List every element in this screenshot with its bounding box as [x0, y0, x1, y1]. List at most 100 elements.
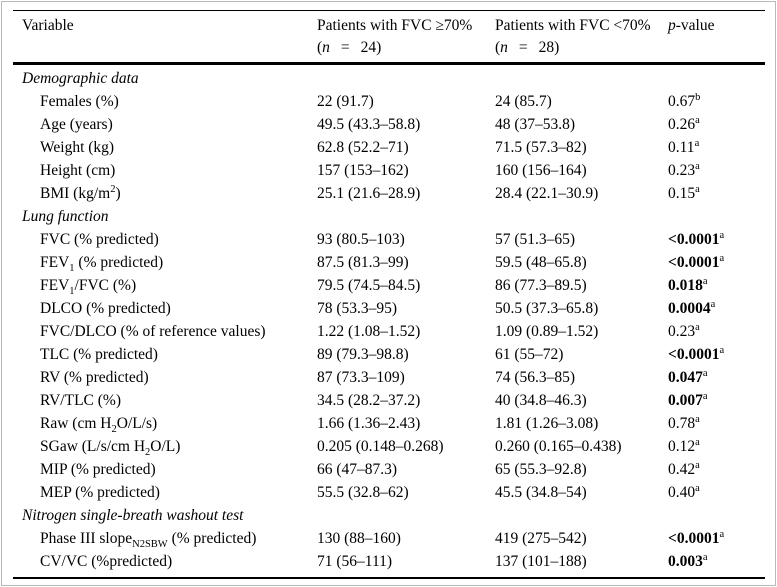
- group2-value: 1.81 (1.26–3.08): [495, 415, 599, 432]
- header-group1-n: (n = 24): [317, 39, 382, 56]
- p-value-cell: 0.11a: [668, 138, 700, 156]
- group1-value: 87 (73.3–109): [317, 369, 405, 386]
- group1-value: 93 (80.5–103): [317, 231, 405, 248]
- group2-value: 40 (34.8–46.3): [495, 392, 587, 409]
- header-group1-title: Patients with FVC ≥70%: [317, 17, 473, 34]
- footnote-marker: a: [695, 437, 700, 448]
- table-row: FEV1/FVC (%) 79.5 (74.5–84.5) 86 (77.3–89.…: [13, 274, 765, 297]
- section-header-row: Nitrogen single-breath washout test: [13, 504, 765, 527]
- row-label: MEP (% predicted): [40, 484, 160, 501]
- group1-value: 157 (153–162): [317, 162, 409, 179]
- p-value-cell: 0.67b: [668, 92, 701, 110]
- footnote-marker: a: [719, 345, 725, 356]
- group1-value: 62.8 (52.2–71): [317, 139, 409, 156]
- group2-value: 86 (77.3–89.5): [495, 277, 587, 294]
- section-label: Lung function: [22, 208, 109, 225]
- footnote-marker: a: [702, 552, 708, 563]
- table-row: RV/TLC (%) 34.5 (28.2–37.2) 40 (34.8–46.3)…: [13, 389, 765, 412]
- group2-value: 65 (55.3–92.8): [495, 461, 587, 478]
- table-row: MEP (% predicted) 55.5 (32.8–62) 45.5 (34.…: [13, 481, 765, 504]
- group1-value: 1.66 (1.36–2.43): [317, 415, 421, 432]
- footnote-marker: a: [710, 299, 716, 310]
- row-label: BMI (kg/m2): [40, 184, 121, 202]
- footnote-marker: a: [694, 138, 700, 149]
- section-label: Nitrogen single-breath washout test: [22, 507, 244, 524]
- group2-value: 419 (275–542): [495, 530, 587, 547]
- row-label: Phase III slopeN2SBW (% predicted): [40, 530, 257, 550]
- row-label: RV (% predicted): [40, 369, 149, 386]
- table-row: RV (% predicted) 87 (73.3–109) 74 (56.3–85…: [13, 366, 765, 389]
- footnote-marker: a: [702, 391, 708, 402]
- table-row: FEV1 (% predicted) 87.5 (81.3–99) 59.5 (48…: [13, 251, 765, 274]
- table-row: FVC (% predicted) 93 (80.5–103) 57 (51.3–6…: [13, 228, 765, 251]
- row-label: SGaw (L/s/cm H2O/L): [40, 438, 181, 458]
- group2-value: 1.09 (0.89–1.52): [495, 323, 599, 340]
- group1-value: 130 (88–160): [317, 530, 401, 547]
- group2-value: 24 (85.7): [495, 93, 552, 110]
- group1-value: 87.5 (81.3–99): [317, 254, 409, 271]
- group2-value: 57 (51.3–65): [495, 231, 576, 248]
- table-row: SGaw (L/s/cm H2O/L) 0.205 (0.148–0.268) 0.…: [13, 435, 765, 458]
- header-p-value: p-value: [668, 17, 715, 34]
- group2-value: 71.5 (57.3–82): [495, 139, 587, 156]
- p-value-cell: 0.047a: [668, 368, 708, 386]
- p-value-cell: 0.26a: [668, 115, 700, 133]
- group1-value: 66 (47–87.3): [317, 461, 398, 478]
- row-label: Weight (kg): [40, 139, 115, 156]
- header-group-fvc-lt70: Patients with FVC <70% (n = 28): [495, 15, 668, 59]
- row-label: CV/VC (%predicted): [40, 553, 173, 570]
- table-row: Weight (kg) 62.8 (52.2–71) 71.5 (57.3–82) 0…: [13, 136, 765, 159]
- group2-value: 50.5 (37.3–65.8): [495, 300, 599, 317]
- footnote-marker: a: [695, 115, 700, 126]
- row-label: TLC (% predicted): [40, 346, 158, 363]
- p-value-cell: 0.42a: [668, 460, 700, 478]
- group2-value: 74 (56.3–85): [495, 369, 576, 386]
- table-row: Height (cm) 157 (153–162) 160 (156–164) 0.2…: [13, 159, 765, 182]
- p-value-cell: <0.0001a: [668, 230, 725, 248]
- table-header-row: Variable Patients with FVC ≥70% (n = 24) P…: [13, 11, 765, 65]
- table-row: Raw (cm H2O/L/s) 1.66 (1.36–2.43) 1.81 (1.…: [13, 412, 765, 435]
- header-group2-n: (n = 28): [495, 39, 560, 56]
- row-label: Height (cm): [40, 162, 116, 179]
- group1-value: 49.5 (43.3–58.8): [317, 116, 421, 133]
- group1-value: 1.22 (1.08–1.52): [317, 323, 421, 340]
- section-label: Demographic data: [22, 70, 139, 87]
- group2-value: 48 (37–53.8): [495, 116, 576, 133]
- group1-value: 34.5 (28.2–37.2): [317, 392, 421, 409]
- footnote-marker: a: [702, 368, 708, 379]
- row-label: MIP (% predicted): [40, 461, 156, 478]
- footnote-marker: a: [719, 253, 725, 264]
- p-value-cell: 0.007a: [668, 391, 708, 409]
- group1-value: 71 (56–111): [317, 553, 393, 570]
- group1-value: 78 (53.3–95): [317, 300, 398, 317]
- header-group2-title: Patients with FVC <70%: [495, 17, 651, 34]
- group2-value: 61 (55–72): [495, 346, 564, 363]
- footnote-marker: a: [695, 483, 700, 494]
- p-value-cell: 0.018a: [668, 276, 708, 294]
- table-row: FVC/DLCO (% of reference values) 1.22 (1.…: [13, 320, 765, 343]
- table-row: Age (years) 49.5 (43.3–58.8) 48 (37–53.8) 0…: [13, 113, 765, 136]
- group1-value: 89 (79.3–98.8): [317, 346, 409, 363]
- table-row: MIP (% predicted) 66 (47–87.3) 65 (55.3–92…: [13, 458, 765, 481]
- group1-value: 25.1 (21.6–28.9): [317, 185, 421, 202]
- footnote-marker: a: [702, 276, 708, 287]
- group2-value: 28.4 (22.1–30.9): [495, 185, 599, 202]
- group2-value: 160 (156–164): [495, 162, 587, 179]
- p-value-cell: 0.23a: [668, 161, 700, 179]
- row-label: FEV1 (% predicted): [40, 254, 164, 274]
- table-body: Demographic data Females (%) 22 (91.7) 24 (…: [13, 65, 765, 577]
- group1-value: 0.205 (0.148–0.268): [317, 438, 444, 455]
- footnote-marker: a: [695, 161, 700, 172]
- footnote-marker: a: [719, 529, 725, 540]
- row-label: FEV1/FVC (%): [40, 277, 137, 297]
- row-label: Females (%): [40, 93, 119, 110]
- table-row: CV/VC (%predicted) 71 (56–111) 137 (101–18…: [13, 550, 765, 573]
- p-value-cell: 0.12a: [668, 437, 700, 455]
- row-label: FVC/DLCO (% of reference values): [40, 323, 266, 340]
- group2-value: 59.5 (48–65.8): [495, 254, 587, 271]
- row-label: RV/TLC (%): [40, 392, 121, 409]
- footnote-marker: a: [695, 184, 700, 195]
- table-row: TLC (% predicted) 89 (79.3–98.8) 61 (55–72…: [13, 343, 765, 366]
- table-row: Females (%) 22 (91.7) 24 (85.7) 0.67b: [13, 90, 765, 113]
